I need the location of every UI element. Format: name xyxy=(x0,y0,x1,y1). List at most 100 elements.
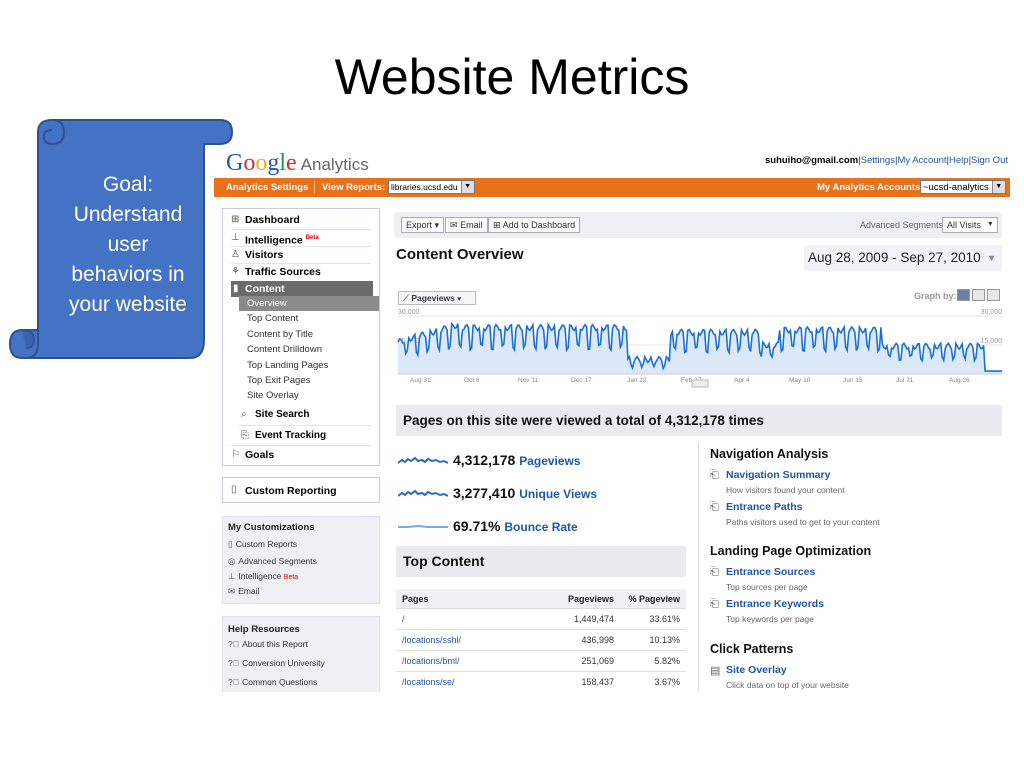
nav-sub-site-overlay[interactable]: Site Overlay xyxy=(247,390,299,401)
search-icon: ⌕ xyxy=(241,409,247,420)
my-customizations-panel: My Customizations ▯ Custom Reports ◎ Advan… xyxy=(222,516,380,604)
email-button[interactable]: ✉ Email xyxy=(445,217,488,233)
intelligence-link[interactable]: ⊥ Intelligence Beta xyxy=(228,571,299,581)
x-tick-label: Jun 15 xyxy=(843,377,863,384)
nav-dashboard[interactable]: ⊞ Dashboard xyxy=(231,214,300,226)
page-link[interactable]: /locations/se/ xyxy=(402,677,455,687)
site-overlay-desc: Click data on top of your website xyxy=(726,680,849,690)
nav-sub-top-content[interactable]: Top Content xyxy=(247,313,299,324)
profile-select[interactable]: libraries.ucsd.edu ▼ xyxy=(388,180,475,194)
my-account-link[interactable]: My Account xyxy=(897,155,947,166)
nav-event-tracking[interactable]: ⎘ Event Tracking xyxy=(233,428,369,444)
pageviews-metric-selector[interactable]: ⟋ Pageviews ▾ xyxy=(398,291,476,305)
sidebar-nav: ⊞ Dashboard ⊥ Intelligence Beta ♙ Visitors … xyxy=(222,208,380,466)
graph-by-label: Graph by: xyxy=(914,291,957,301)
date-range-picker[interactable]: Aug 28, 2009 - Sep 27, 2010 ▼ xyxy=(804,245,1002,271)
navigation-icon: ⎗ xyxy=(710,469,719,481)
total-pageviews-summary: Pages on this site were viewed a total o… xyxy=(396,405,1002,436)
user-email: suhuiho@gmail.com xyxy=(764,155,859,166)
question-icon: ?⃝ xyxy=(228,658,240,668)
sparkline-icon xyxy=(398,524,448,528)
nav-sub-top-exit-pages[interactable]: Top Exit Pages xyxy=(247,375,311,386)
envelope-icon: ✉ xyxy=(450,220,458,230)
pageviews-link[interactable]: Pageviews xyxy=(519,454,581,468)
chart-icon: ⊥ xyxy=(228,571,236,581)
chevron-down-icon: ▼ xyxy=(991,181,1005,193)
y-axis-label: 15,000 xyxy=(981,338,1003,345)
advanced-segments-select[interactable]: All Visits ▼ xyxy=(942,217,998,233)
table-row: /locations/bml/ 251,069 5.82% xyxy=(396,651,686,672)
entrance-keywords-desc: Top keywords per page xyxy=(726,614,814,624)
sparkline-icon xyxy=(398,489,448,497)
analytics-settings-link[interactable]: Analytics Settings xyxy=(226,182,309,193)
user-bar: suhuiho@gmail.com|Settings|My Account|He… xyxy=(764,155,1008,166)
custom-reporting-button[interactable]: ▯ Custom Reporting xyxy=(222,477,380,503)
line-chart-icon: ⟋ xyxy=(403,293,409,303)
page-icon: ▮ xyxy=(233,283,239,294)
advanced-segments-label: Advanced Segments: xyxy=(860,220,946,230)
entrance-keywords-link[interactable]: ⎗ Entrance Keywords xyxy=(710,598,825,610)
top-content-table-header: Pages Pageviews % Pageview xyxy=(396,589,686,609)
keywords-icon: ⎗ xyxy=(710,598,719,610)
page-link[interactable]: /locations/sshl/ xyxy=(402,635,462,645)
table-row: /locations/sshl/ 436,998 10.13% xyxy=(396,630,686,651)
chevron-down-icon: ▼ xyxy=(986,221,994,228)
settings-link[interactable]: Settings xyxy=(860,155,895,166)
nav-sub-top-landing-pages[interactable]: Top Landing Pages xyxy=(247,360,329,371)
graph-by-day-button[interactable] xyxy=(957,289,970,301)
x-tick-label: Jan 22 xyxy=(627,377,647,384)
unique-views-link[interactable]: Unique Views xyxy=(519,487,597,501)
graph-by-month-button[interactable] xyxy=(987,289,1000,301)
email-link[interactable]: ✉ Email xyxy=(228,586,260,596)
nav-traffic-sources[interactable]: ⚘ Traffic Sources xyxy=(231,266,321,278)
about-report-link[interactable]: ?⃝ About this Report xyxy=(228,639,308,649)
grid-icon: ⊞ xyxy=(493,220,501,230)
sources-icon: ⎗ xyxy=(710,566,719,578)
conversion-university-link[interactable]: ?⃝ Conversion University xyxy=(228,658,325,668)
nav-sub-content-by-title[interactable]: Content by Title xyxy=(247,329,314,340)
help-link[interactable]: Help xyxy=(949,155,969,166)
event-icon: ⎘ xyxy=(241,430,249,441)
report-icon: ▯ xyxy=(228,539,233,549)
site-overlay-link[interactable]: ▤ Site Overlay xyxy=(710,664,787,677)
account-select[interactable]: ~ucsd-analytics ▼ xyxy=(920,180,1006,194)
nav-intelligence[interactable]: ⊥ Intelligence Beta xyxy=(231,232,319,247)
custom-reports-link[interactable]: ▯ Custom Reports xyxy=(228,539,298,549)
sign-out-link[interactable]: Sign Out xyxy=(971,155,1008,166)
help-resources-title: Help Resources xyxy=(228,624,300,635)
common-questions-link[interactable]: ?⃝ Common Questions xyxy=(228,677,318,687)
advanced-segments-link[interactable]: ◎ Advanced Segments xyxy=(228,556,317,566)
goal-text: Goal: Understand user behaviors in your … xyxy=(69,173,187,316)
chevron-down-icon: ▼ xyxy=(460,181,474,193)
nav-sub-overview[interactable]: Overview xyxy=(239,296,379,311)
report-icon: ▯ xyxy=(231,484,237,495)
x-tick-label: Dec 17 xyxy=(571,377,592,384)
click-patterns-title: Click Patterns xyxy=(710,642,794,656)
column-divider xyxy=(698,443,699,692)
entrance-paths-desc: Paths visitors used to get to your conte… xyxy=(726,517,880,527)
export-button[interactable]: Export ▾ xyxy=(401,217,445,233)
nav-sub-content-drilldown[interactable]: Content Drilldown xyxy=(247,344,322,355)
x-tick-label: Jul 21 xyxy=(896,377,914,384)
nav-visitors[interactable]: ♙ Visitors xyxy=(231,249,284,261)
graph-by-week-button[interactable] xyxy=(972,289,985,301)
question-icon: ?⃝ xyxy=(228,677,240,687)
add-to-dashboard-button[interactable]: ⊞ Add to Dashboard xyxy=(488,217,581,233)
entrance-sources-desc: Top sources per page xyxy=(726,582,808,592)
navigation-summary-link[interactable]: ⎗ Navigation Summary xyxy=(710,469,831,481)
entrance-paths-link[interactable]: ⎗ Entrance Paths xyxy=(710,501,803,513)
scroll-shape xyxy=(8,119,234,359)
goal-scroll-callout: Goal: Understand user behaviors in your … xyxy=(8,118,234,362)
page-title: Content Overview xyxy=(396,246,524,263)
page-link[interactable]: / xyxy=(402,614,405,624)
flag-icon: ⚐ xyxy=(231,449,240,460)
traffic-icon: ⚘ xyxy=(231,266,240,277)
bounce-rate-link[interactable]: Bounce Rate xyxy=(504,520,578,534)
report-toolbar: Export ▾ ✉ Email ⊞ Add to Dashboard Adva… xyxy=(394,212,1002,238)
page-link[interactable]: /locations/bml/ xyxy=(402,656,460,666)
nav-content[interactable]: ▮ Content xyxy=(231,281,373,297)
nav-goals[interactable]: ⚐ Goals xyxy=(231,449,275,461)
nav-site-search[interactable]: ⌕ Site Search xyxy=(233,407,369,423)
entrance-sources-link[interactable]: ⎗ Entrance Sources xyxy=(710,566,816,578)
